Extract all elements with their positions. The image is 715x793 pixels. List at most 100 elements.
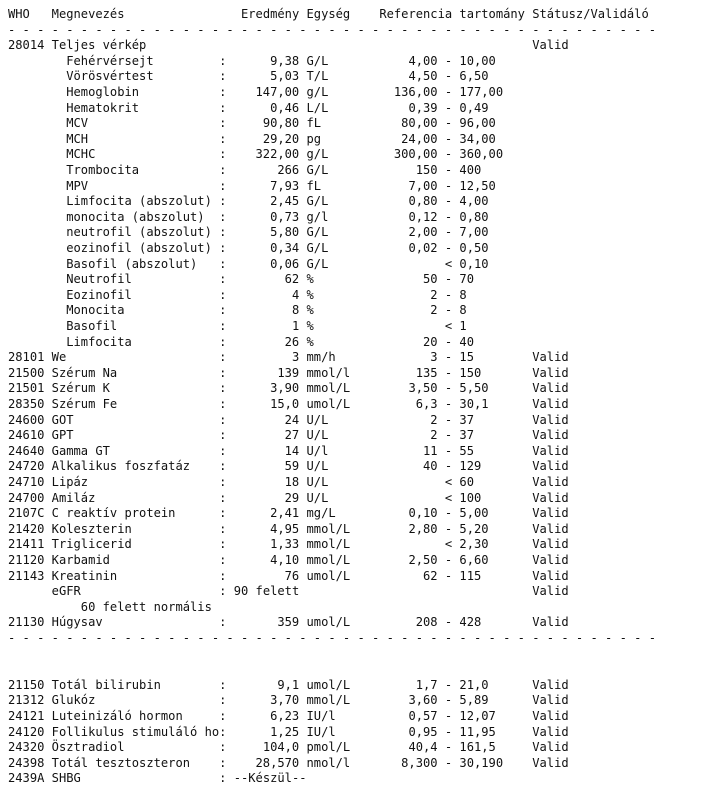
colon: :	[219, 490, 227, 505]
colon: :	[219, 677, 227, 692]
unit: mg/L	[306, 506, 336, 521]
status: Valid	[532, 677, 569, 692]
result-row: Fehérvérsejt: 9,38 G/L 4,00-10,00	[8, 54, 715, 70]
test-name: Ösztradiol	[51, 740, 125, 755]
colon: :	[219, 584, 227, 599]
result-value: 2,41	[270, 506, 300, 521]
result-row: 24610 GPT: 27 U/L 2-37 Valid	[8, 428, 715, 444]
result-row: 24720 Alkalikus foszfatáz: 59 U/L 40-129 Vali…	[8, 459, 715, 475]
result-value: 29	[284, 490, 300, 505]
header-unit: Egység	[306, 7, 351, 21]
result-value: 7,93	[270, 178, 300, 193]
reference-operator: -	[444, 381, 453, 396]
result-value: 62	[284, 272, 300, 287]
header-name: Megnevezés	[51, 7, 125, 21]
unit: umol/L	[306, 568, 351, 583]
reference-low: 62	[423, 568, 438, 583]
unit: fL	[306, 116, 322, 131]
result-value: 3,90	[270, 381, 300, 396]
test-name: eGFR	[51, 584, 81, 599]
test-name: Hemoglobin	[66, 85, 140, 99]
test-name: Húgysav	[51, 615, 103, 630]
reference-low: 1,7	[415, 677, 438, 692]
reference-high: 37	[459, 428, 474, 443]
test-name: GOT	[51, 412, 74, 427]
reference-low: 300,00	[393, 147, 438, 162]
reference-low: 0,57	[408, 709, 438, 723]
reference-operator: <	[444, 537, 453, 552]
result-value: 3	[291, 350, 300, 365]
test-name: Szérum Na	[51, 365, 118, 380]
reference-low: 2	[430, 428, 438, 443]
reference-operator: <	[444, 256, 453, 271]
status: Valid	[532, 740, 569, 755]
reference-operator: -	[444, 163, 453, 177]
reference-operator: -	[444, 724, 453, 739]
result-row: 21150 Totál bilirubin: 9,1 umol/L 1,7-21,0 Va…	[8, 678, 715, 694]
status: Valid	[532, 38, 569, 53]
unit: G/L	[306, 194, 329, 209]
status: Valid	[532, 490, 569, 505]
who-code: 28101	[8, 350, 45, 365]
reference-operator: -	[444, 693, 453, 708]
reference-low: 0,12	[408, 209, 438, 224]
result-value: 14	[284, 443, 300, 458]
reference-high: 30,190	[459, 755, 504, 770]
result-row: 2439A SHBG: --Készül--	[8, 771, 715, 787]
test-name: neutrofil (abszolut)	[66, 225, 212, 240]
unit: U/L	[306, 475, 329, 489]
colon: :	[219, 100, 227, 115]
result-row: MCV: 90,80 fL 80,00-96,00	[8, 116, 715, 132]
result-row: 28350 Szérum Fe: 15,0 umol/L 6,3-30,1 Valid	[8, 397, 715, 413]
unit: pg	[306, 131, 322, 146]
result-value: 0,73	[270, 209, 300, 224]
separator: - - - - - - - - - - - - - - - - - - - - …	[8, 22, 657, 37]
test-name: Basofil	[66, 319, 118, 333]
test-name: MCV	[66, 116, 89, 131]
reference-operator: -	[444, 506, 453, 521]
result-value: 90,80	[262, 116, 300, 131]
who-code: 21143	[8, 568, 45, 583]
reference-operator: -	[444, 755, 453, 770]
test-name: MCH	[66, 131, 89, 146]
reference-operator: -	[444, 397, 453, 411]
who-code: 21500	[8, 365, 45, 380]
reference-high: 428	[459, 615, 482, 630]
reference-operator: -	[444, 100, 453, 115]
status: Valid	[532, 506, 569, 521]
result-value: 26	[284, 334, 300, 349]
colon: :	[219, 365, 227, 380]
header-who: WHO	[8, 7, 30, 21]
who-code: 21411	[8, 537, 45, 552]
result-row: eozinofil (abszolut): 0,34 G/L 0,02-0,50	[8, 241, 715, 257]
reference-high: 0,49	[459, 100, 489, 115]
who-code: 21130	[8, 615, 45, 630]
test-name: Alkalikus foszfatáz	[51, 459, 191, 474]
who-code: 28014	[8, 38, 45, 53]
reference-low: 24,00	[401, 131, 438, 146]
reference-low: 2	[430, 412, 438, 427]
colon: :	[219, 771, 227, 786]
unit: nmol/l	[306, 755, 351, 770]
reference-low: 7,00	[408, 178, 438, 193]
test-name: Teljes vérkép	[51, 38, 147, 53]
test-name: Hematokrit	[66, 100, 140, 115]
colon: :	[219, 85, 227, 99]
test-name: We	[51, 350, 67, 365]
result-text: --Készül--	[233, 771, 307, 786]
result-value: 29,20	[262, 131, 300, 146]
colon: :	[219, 272, 227, 287]
colon: :	[219, 209, 227, 224]
who-code: 24398	[8, 755, 45, 770]
reference-high: 10,00	[459, 53, 496, 68]
status: Valid	[532, 459, 569, 474]
who-code: 24600	[8, 412, 45, 427]
result-row: Monocita:8% 2-8	[8, 303, 715, 319]
result-value: 104,0	[262, 740, 300, 755]
who-code: 21420	[8, 521, 45, 536]
reference-low: 2,00	[408, 225, 438, 240]
unit: mmol/L	[306, 381, 351, 396]
unit: G/L	[306, 256, 329, 271]
reference-high: 0,80	[459, 209, 489, 224]
reference-operator: -	[444, 740, 453, 755]
